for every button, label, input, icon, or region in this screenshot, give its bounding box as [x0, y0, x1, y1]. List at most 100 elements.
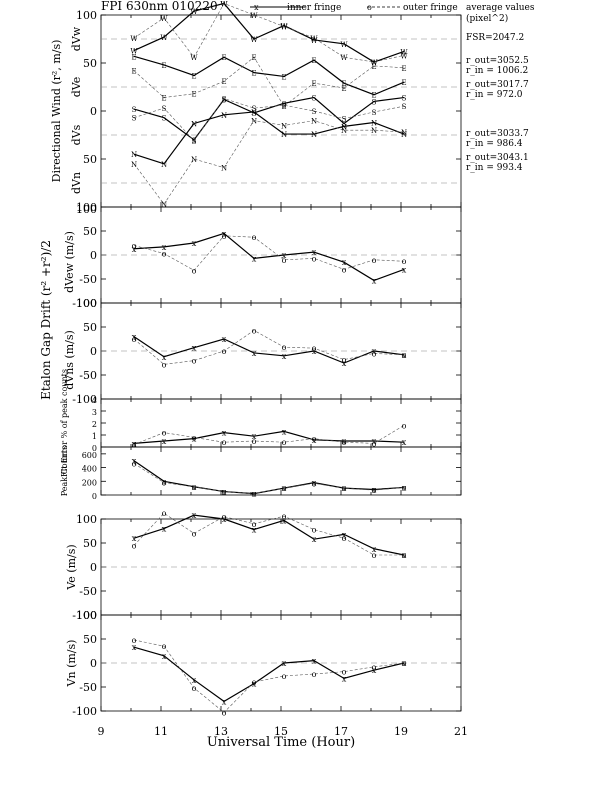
data-point-marker: o — [132, 636, 137, 645]
series-line-inner-fringe — [133, 460, 405, 495]
data-point-marker: o — [132, 441, 137, 450]
data-point-marker: o — [402, 659, 407, 668]
note-w-rout: r_out=3052.5 — [466, 56, 529, 66]
data-point-marker: o — [342, 534, 347, 543]
data-point-marker: x — [402, 265, 407, 274]
x-tick-label: 13 — [214, 725, 228, 738]
data-point-marker: x — [312, 535, 317, 544]
data-point-marker: o — [192, 433, 197, 442]
data-point-marker: N — [161, 161, 167, 169]
data-point-marker: x — [252, 490, 257, 499]
data-point-marker: x — [282, 659, 287, 668]
legend-outer-label: outer fringe — [403, 3, 458, 13]
data-point-marker: E — [281, 103, 286, 111]
data-point-marker: o — [222, 347, 227, 356]
data-point-marker: E — [371, 92, 376, 100]
y-axis-label-dvns: dVns (m/s) — [63, 330, 76, 390]
data-point-marker: o — [222, 708, 227, 717]
series-line-w-inner — [133, 2, 405, 63]
data-point-marker: x — [162, 437, 167, 446]
data-point-marker: W — [370, 59, 378, 67]
y-axis-label-fiterror: Fit Error % of peak counts — [60, 369, 69, 477]
data-point-marker: x — [312, 657, 317, 666]
x-tick-label: 15 — [274, 725, 288, 738]
data-point-marker: o — [372, 349, 377, 358]
data-point-marker: x — [402, 438, 407, 447]
data-point-marker: o — [252, 437, 257, 446]
y-axis-label-peak: Peak Counts — [60, 446, 69, 496]
x-tick-label: 17 — [334, 725, 348, 738]
data-point-marker: o — [402, 257, 407, 266]
y-tick-label: 100 — [76, 203, 97, 216]
note-title-2: (pixel^2) — [466, 13, 508, 24]
series-line-s-outer — [133, 98, 405, 142]
data-point-marker: S — [402, 95, 407, 103]
data-point-marker: o — [372, 663, 377, 672]
data-point-marker: N — [161, 201, 167, 209]
data-point-marker: N — [281, 131, 287, 139]
x-tick-label: 21 — [454, 725, 468, 738]
data-point-marker: o — [252, 678, 257, 687]
data-point-marker: x — [252, 432, 257, 441]
data-point-marker: E — [251, 54, 256, 62]
data-point-marker: o — [132, 541, 137, 550]
y-tick-label: 3 — [92, 408, 97, 417]
data-point-marker: x — [312, 347, 317, 356]
data-point-marker: N — [311, 118, 317, 126]
data-point-marker: E — [131, 68, 136, 76]
data-point-marker: o — [342, 265, 347, 274]
data-point-marker: o — [192, 266, 197, 275]
x-tick-label: 9 — [98, 725, 105, 738]
data-point-marker: S — [162, 105, 167, 113]
data-point-marker: W — [310, 35, 318, 43]
data-point-marker: x — [192, 239, 197, 248]
series-line-e-outer — [133, 56, 405, 107]
data-point-marker: W — [190, 54, 198, 62]
data-point-marker: x — [282, 251, 287, 260]
data-point-marker: x — [372, 347, 377, 356]
data-point-marker: x — [192, 511, 197, 520]
data-point-marker: E — [161, 62, 166, 70]
data-point-marker: E — [401, 79, 406, 87]
data-point-marker: x — [132, 439, 137, 448]
data-point-marker: N — [311, 131, 317, 139]
data-point-marker: W — [250, 12, 258, 20]
data-point-marker: o — [132, 459, 137, 468]
data-point-marker: x — [372, 666, 377, 675]
data-point-marker: W — [400, 52, 408, 60]
data-point-marker: S — [402, 103, 407, 111]
data-point-marker: x — [282, 484, 287, 493]
y-tick-label: 600 — [82, 451, 97, 460]
data-point-marker: x — [312, 248, 317, 257]
data-point-marker: E — [131, 53, 136, 61]
side-label: dVs — [70, 124, 83, 145]
data-point-marker: x — [402, 659, 407, 668]
x-tick-label: 11 — [154, 725, 168, 738]
data-point-marker: x — [252, 254, 257, 263]
side-label: dVw — [70, 26, 83, 51]
data-point-marker: x — [132, 643, 137, 652]
series-line-inner-fringe — [133, 232, 405, 282]
data-point-marker: S — [132, 115, 137, 123]
data-point-marker: x — [132, 245, 137, 254]
y-tick-label: 50 — [83, 153, 97, 166]
y-tick-label: 100 — [76, 609, 97, 622]
data-point-marker: W — [400, 48, 408, 56]
data-point-marker: E — [161, 95, 166, 103]
data-point-marker: x — [252, 680, 257, 689]
data-point-marker: o — [162, 479, 167, 488]
data-point-marker: W — [340, 54, 348, 62]
data-point-marker: o — [312, 254, 317, 263]
legend: x inner fringe o outer fringe — [250, 3, 458, 13]
data-point-marker: o — [162, 642, 167, 651]
data-point-marker: o — [222, 438, 227, 447]
data-point-marker: E — [311, 57, 316, 65]
y-axis-label-ve: Ve (m/s) — [65, 544, 78, 590]
data-point-marker: W — [160, 15, 168, 23]
x-tick-label: 19 — [394, 725, 408, 738]
data-point-marker: x — [252, 526, 257, 535]
data-point-marker: x — [342, 258, 347, 267]
